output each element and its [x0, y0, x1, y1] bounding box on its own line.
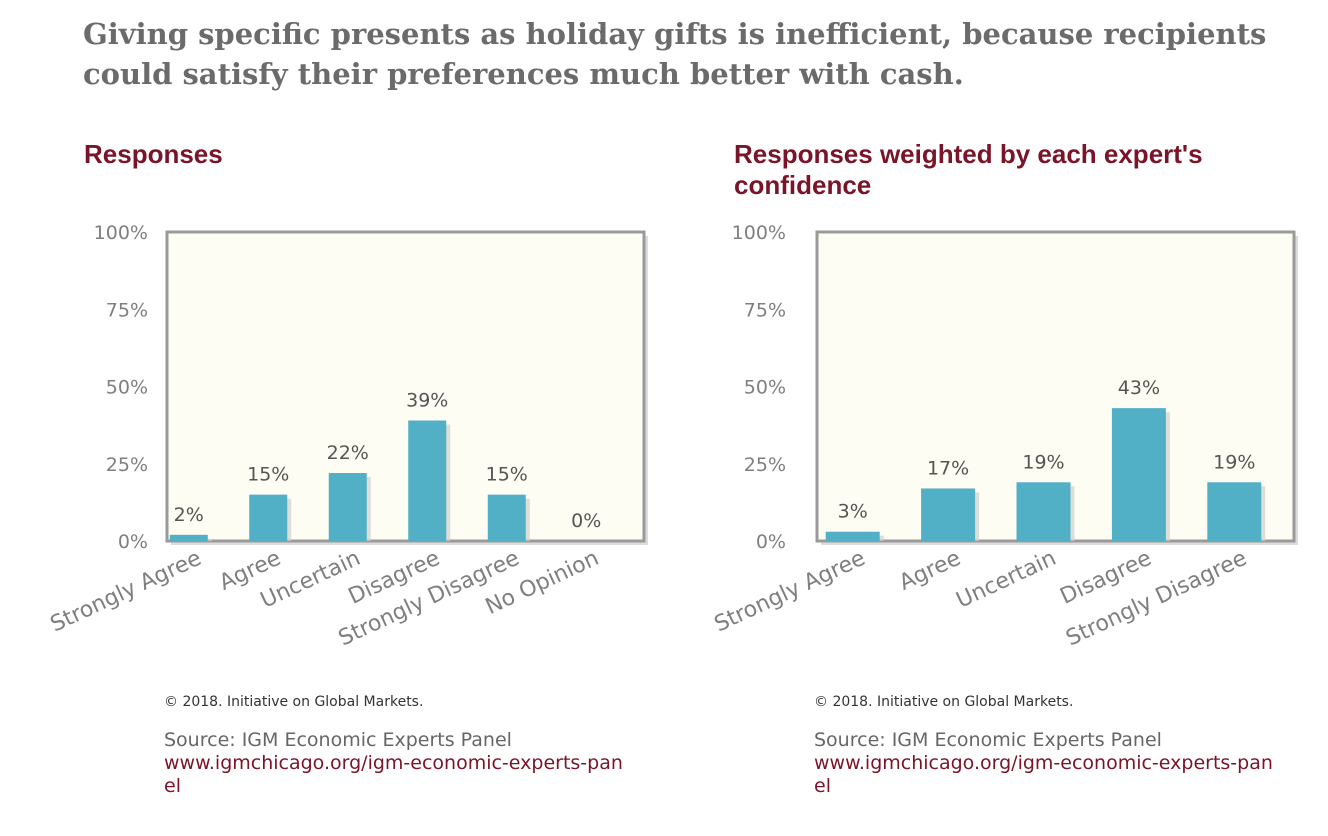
data-label: 15% [247, 464, 289, 486]
headline: Giving specific presents as holiday gift… [83, 17, 1267, 91]
y-tick-label: 75% [106, 299, 148, 321]
chart-title: Responses [84, 139, 223, 169]
y-tick-label: 50% [106, 377, 148, 399]
data-label: 43% [1118, 377, 1160, 399]
y-tick-label: 50% [744, 377, 786, 399]
data-label: 3% [838, 501, 868, 523]
y-tick-label: 25% [106, 454, 148, 476]
source-text: Source: IGM Economic Experts Panel [814, 729, 1162, 751]
y-tick-label: 25% [744, 454, 786, 476]
bar [1111, 408, 1166, 541]
chart-title: Responses weighted by each expert's conf… [734, 139, 1203, 200]
y-tick-label: 100% [732, 222, 786, 244]
data-label: 17% [927, 457, 969, 479]
copyright-text: © 2018. Initiative on Global Markets. [164, 694, 424, 710]
source-text: Source: IGM Economic Experts Panel [164, 729, 512, 751]
y-tick-label: 75% [744, 299, 786, 321]
bar [921, 488, 976, 541]
y-tick-label: 0% [118, 531, 148, 553]
x-tick-label: Agree [895, 546, 964, 596]
y-tick-label: 0% [756, 531, 786, 553]
bar [408, 420, 447, 541]
data-label: 0% [571, 510, 601, 532]
data-label: 15% [486, 464, 528, 486]
data-label: 19% [1022, 451, 1064, 473]
source-link[interactable]: www.igmchicago.org/igm-economic-experts-… [814, 752, 1273, 797]
bar [169, 534, 208, 541]
data-label: 39% [406, 389, 448, 411]
bar [825, 531, 880, 541]
source-link[interactable]: www.igmchicago.org/igm-economic-experts-… [164, 752, 623, 797]
plot-area [165, 230, 646, 543]
data-label: 22% [327, 442, 369, 464]
data-label: 2% [174, 504, 204, 526]
x-tick-label: Uncertain [953, 546, 1060, 614]
copyright-text: © 2018. Initiative on Global Markets. [814, 694, 1074, 710]
bar [328, 473, 367, 541]
bar [1207, 482, 1262, 541]
data-label: 19% [1213, 451, 1255, 473]
x-tick-label: Strongly Agree [711, 546, 870, 638]
bar [1016, 482, 1071, 541]
bar [249, 494, 288, 541]
y-tick-label: 100% [94, 222, 148, 244]
bar [487, 494, 526, 541]
